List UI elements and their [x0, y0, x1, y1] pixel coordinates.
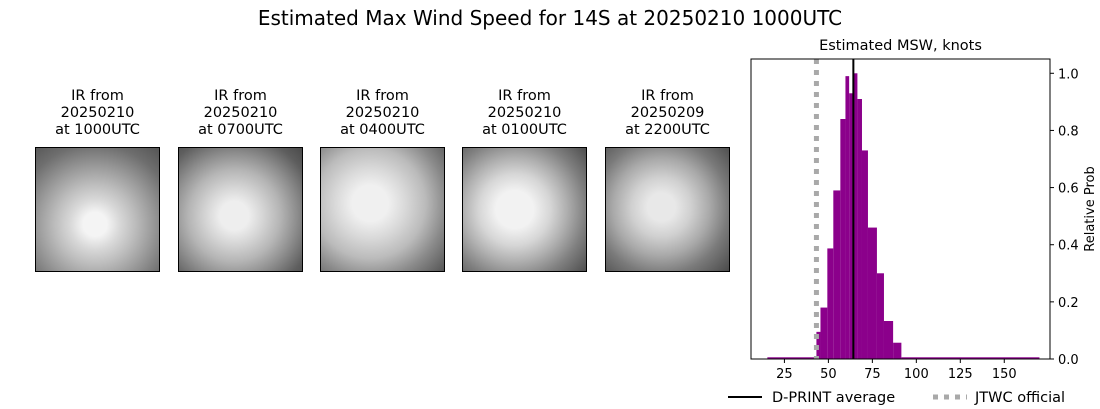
- x-tick-label: 25: [776, 367, 793, 382]
- ir-panel: IR from 20250210 at 0700UTC: [178, 88, 303, 272]
- histogram-bar: [845, 76, 850, 360]
- ir-panel-title: at 0700UTC: [198, 122, 283, 138]
- y-tick-label: 1.0: [1058, 67, 1079, 82]
- y-tick-label: 0.0: [1058, 353, 1079, 368]
- ir-panel: IR from 20250210 at 0100UTC: [462, 88, 587, 272]
- ir-panel-title: 20250210: [345, 105, 420, 121]
- ir-panel-title: 20250210: [487, 105, 562, 121]
- ir-panel-title: at 0100UTC: [482, 122, 567, 138]
- ir-panel-title: at 0400UTC: [340, 122, 425, 138]
- ir-satellite-image: [320, 147, 445, 272]
- ir-panel-title: at 2200UTC: [625, 122, 710, 138]
- histogram-bar: [876, 273, 884, 359]
- ir-panel-title: 20250209: [630, 105, 705, 121]
- ir-satellite-image: [35, 147, 160, 272]
- plot-frame: [750, 58, 1051, 360]
- ir-panel-title: IR from: [498, 88, 551, 104]
- histogram-bar: [767, 357, 817, 359]
- ir-satellite-image: [605, 147, 730, 272]
- histogram-bar: [901, 357, 1040, 359]
- ir-panel-title: IR from: [71, 88, 124, 104]
- ir-satellite-image: [462, 147, 587, 272]
- ir-panel-title: 20250210: [60, 105, 135, 121]
- y-tick-label: 0.4: [1058, 239, 1079, 254]
- ir-panel-title: IR from: [356, 88, 409, 104]
- x-tick-label: 50: [820, 367, 837, 382]
- ir-panel-title: 20250210: [203, 105, 278, 121]
- ir-panel-title: IR from: [214, 88, 267, 104]
- x-tick-label: 150: [992, 367, 1017, 382]
- legend-dprint-label: D-PRINT average: [772, 390, 895, 406]
- histogram-bar: [861, 150, 868, 359]
- ir-panel: IR from 20250210 at 0400UTC: [320, 88, 445, 272]
- ir-panel: IR from 20250210 at 1000UTC: [35, 88, 160, 272]
- y-tick-label: 0.2: [1058, 296, 1079, 311]
- chart-title: Estimated MSW, knots: [819, 38, 982, 54]
- x-tick-label: 100: [904, 367, 929, 382]
- figure-title: Estimated Max Wind Speed for 14S at 2025…: [257, 6, 843, 30]
- y-tick-label: 0.8: [1058, 124, 1079, 139]
- histogram-bar: [853, 73, 858, 360]
- histogram-bar: [849, 93, 854, 360]
- histogram-bar: [867, 227, 877, 359]
- histogram-bar: [827, 248, 834, 359]
- histogram-bar: [857, 99, 862, 359]
- histogram-bar: [883, 321, 894, 359]
- y-tick-label: 0.6: [1058, 182, 1079, 197]
- ir-satellite-image: [178, 147, 303, 272]
- ir-panel: IR from 20250209 at 2200UTC: [605, 88, 730, 272]
- x-tick-label: 75: [864, 367, 881, 382]
- y-axis-label: Relative Prob: [1083, 166, 1098, 251]
- ir-panel-title: at 1000UTC: [55, 122, 140, 138]
- histogram-bar: [840, 119, 846, 359]
- histogram-bar: [893, 342, 902, 359]
- legend-jtwc-label: JTWC official: [974, 390, 1065, 406]
- histogram-bar: [833, 190, 841, 359]
- ir-panel-title: IR from: [641, 88, 694, 104]
- x-tick-label: 125: [948, 367, 973, 382]
- histogram-bar: [820, 307, 828, 359]
